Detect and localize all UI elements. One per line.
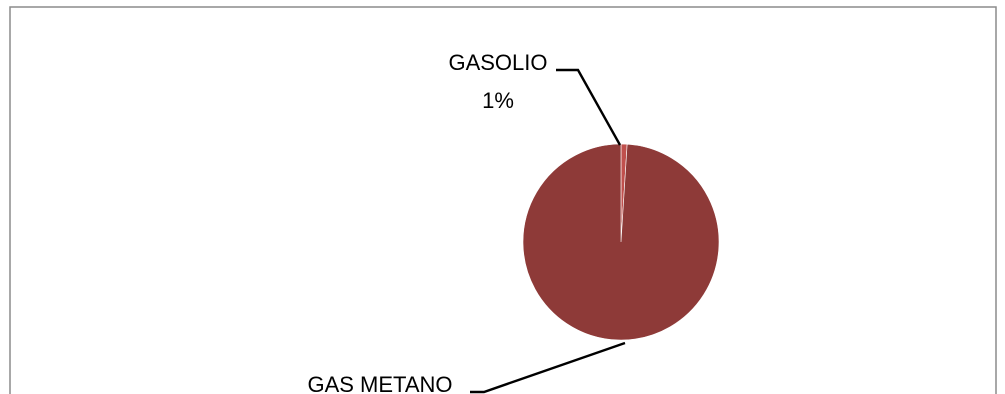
- pie-slice-gas-metano: [522, 143, 720, 341]
- chart-frame-border: [9, 6, 997, 394]
- slice-label-gas-metano: GAS METANO: [307, 341, 626, 394]
- slice-label-gasolio: GASOLIO 1%: [448, 50, 622, 146]
- slice-label-gas-metano-name: GAS METANO: [307, 372, 452, 394]
- slice-label-gasolio-value: 1%: [482, 88, 514, 113]
- slice-label-gasolio-name: GASOLIO: [448, 50, 547, 75]
- leader-line-gasolio: [556, 68, 622, 146]
- leader-line-gas-metano: [470, 341, 626, 394]
- pie-slices: [522, 143, 720, 341]
